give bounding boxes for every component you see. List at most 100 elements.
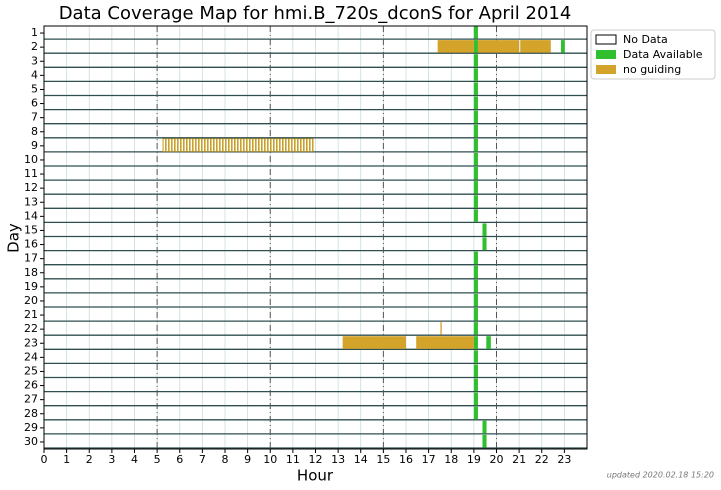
y-tick-label: 16: [24, 238, 38, 251]
segment: [473, 308, 478, 321]
y-tick-label: 21: [24, 308, 38, 321]
chart-title: Data Coverage Map for hmi.B_720s_dconS f…: [59, 3, 572, 24]
segment: [473, 96, 478, 110]
y-tick-label: 29: [24, 421, 38, 434]
y-tick-label: 26: [24, 379, 38, 392]
segment: [473, 167, 478, 180]
x-tick-label: 15: [376, 453, 390, 466]
y-tick-label: 27: [24, 393, 38, 406]
legend-label: No Data: [623, 33, 668, 46]
y-tick-label: 11: [24, 167, 38, 180]
x-tick-label: 14: [354, 453, 368, 466]
segment: [416, 336, 474, 349]
footer: updated 2020.02.18 15:20: [607, 471, 714, 480]
x-tick-label: 9: [244, 453, 251, 466]
y-tick-label: 6: [31, 97, 38, 110]
segment: [473, 350, 478, 363]
x-tick-label: 4: [131, 453, 138, 466]
y-tick-label: 4: [31, 68, 38, 81]
x-tick-label: 17: [422, 453, 436, 466]
segment: [477, 40, 520, 53]
y-tick-label: 17: [24, 252, 38, 265]
y-tick-label: 3: [31, 54, 38, 67]
x-tick-label: 18: [444, 453, 458, 466]
segment: [473, 406, 478, 420]
x-tick-label: 7: [199, 453, 206, 466]
x-axis-label: Hour: [297, 467, 334, 485]
segment: [486, 336, 491, 349]
x-tick-label: 10: [263, 453, 277, 466]
legend-swatch: [596, 65, 616, 74]
y-tick-label: 30: [24, 435, 38, 448]
plot-frame: [43, 25, 588, 450]
y-tick-label: 14: [24, 209, 38, 222]
segment: [482, 434, 487, 448]
segment: [473, 322, 478, 335]
segment: [473, 378, 478, 392]
x-tick-label: 1: [63, 453, 70, 466]
y-tick-label: 19: [24, 280, 38, 293]
legend-swatch: [595, 34, 617, 45]
x-tick-label: 11: [286, 453, 300, 466]
segment: [473, 293, 478, 307]
legend-label: Data Available: [623, 48, 703, 61]
y-axis-label: Day: [5, 223, 23, 253]
segment: [473, 364, 478, 377]
segment: [473, 279, 478, 293]
segment: [473, 209, 478, 222]
y-tick-label: 8: [31, 125, 38, 138]
segment: [440, 322, 442, 335]
segment: [473, 54, 478, 67]
y-tick-label: 1: [31, 26, 38, 39]
segment: [473, 138, 478, 152]
segment: [473, 152, 478, 166]
y-tick-label: 23: [24, 336, 38, 349]
segment: [473, 68, 478, 81]
segment: [482, 420, 487, 434]
y-tick-label: 2: [31, 40, 38, 53]
segment: [482, 223, 487, 236]
x-tick-label: 2: [86, 453, 93, 466]
y-tick-label: 20: [24, 294, 38, 307]
segment: [473, 82, 478, 95]
segment: [560, 40, 565, 53]
x-tick-label: 13: [331, 453, 345, 466]
x-tick-label: 22: [535, 453, 549, 466]
segment: [473, 26, 478, 39]
x-tick-label: 5: [154, 453, 161, 466]
y-tick-label: 5: [31, 82, 38, 95]
legend-label: no guiding: [623, 63, 681, 76]
x-tick-label: 16: [399, 453, 413, 466]
segment: [473, 265, 478, 279]
y-tick-label: 12: [24, 181, 38, 194]
legend-swatch: [596, 50, 616, 59]
x-tick-label: 6: [176, 453, 183, 466]
segment: [482, 237, 487, 251]
y-tick-label: 24: [24, 350, 38, 363]
segment: [473, 124, 478, 138]
x-tick-label: 12: [309, 453, 323, 466]
segment: [342, 336, 406, 349]
y-tick-label: 22: [24, 322, 38, 335]
x-tick-label: 0: [41, 453, 48, 466]
segment: [162, 138, 314, 152]
segment: [473, 110, 478, 124]
segment: [473, 336, 478, 349]
y-tick-label: 9: [31, 139, 38, 152]
y-tick-label: 13: [24, 195, 38, 208]
x-tick-label: 3: [108, 453, 115, 466]
segment: [473, 251, 478, 265]
segment: [473, 195, 478, 208]
y-tick-label: 10: [24, 153, 38, 166]
segment: [473, 392, 478, 406]
y-tick-label: 28: [24, 407, 38, 420]
segment: [437, 40, 474, 53]
x-tick-label: 19: [467, 453, 481, 466]
x-tick-label: 23: [557, 453, 571, 466]
x-tick-label: 20: [490, 453, 504, 466]
segment: [520, 40, 551, 53]
y-tick-label: 18: [24, 266, 38, 279]
segment: [473, 40, 478, 53]
